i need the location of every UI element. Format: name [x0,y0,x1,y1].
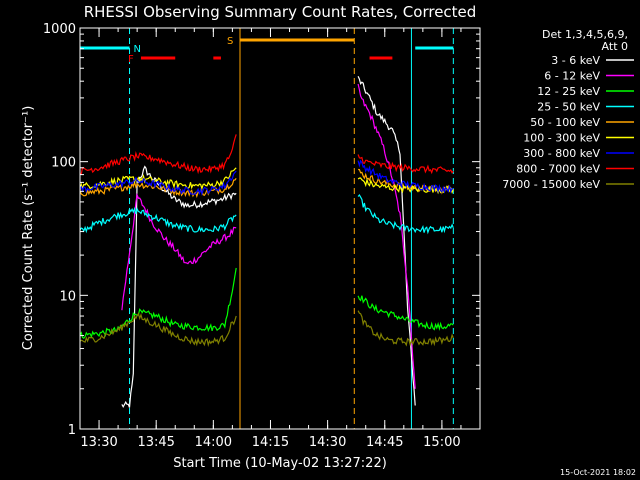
x-tick-label: 15:00 [423,435,460,450]
series-line-3-6-kev-1 [121,165,237,409]
flag-label-f: F [128,54,134,65]
y-axis-label: Corrected Count Rate (s⁻¹ detector⁻¹) [21,106,36,351]
x-tick-label: 14:00 [195,435,232,450]
series-line-6-12-kev-1 [121,192,237,311]
y-tick-label: 1000 [43,22,76,37]
plot-frame [79,27,481,430]
series-line-12-25-kev-2 [357,295,454,331]
series-line-25-50-kev-2 [357,193,454,235]
legend-label-6-12-kev: 6 - 12 keV [544,70,600,83]
series-line-3-6-kev-2 [357,76,416,406]
series-line-12-25-kev-1 [80,267,237,339]
series-line-300-800-kev-1 [80,170,237,196]
series-line-300-800-kev-2 [357,159,454,194]
x-axis-label: Start Time (10-May-02 13:27:22) [173,456,387,471]
series-line-800-7000-kev-2 [357,154,454,175]
x-tick-label: 14:15 [252,435,289,450]
series-line-6-12-kev-2 [357,83,416,389]
legend-label-25-50-kev: 25 - 50 keV [537,101,600,114]
legend-label-7000-15000-kev: 7000 - 15000 keV [502,178,600,191]
series-line-7000-15000-kev-1 [80,312,237,348]
series-line-100-300-kev-2 [357,177,454,195]
y-tick-label: 10 [59,289,76,304]
x-tick-label: 13:45 [137,435,174,450]
flag-label-s: S [227,36,233,47]
legend: Det 1,3,4,5,6,9,Att 03 - 6 keV 6 - 12 keV… [502,28,634,191]
legend-label-800-7000-kev: 800 - 7000 keV [516,163,600,176]
legend-header-line: Det 1,3,4,5,6,9, [542,28,628,41]
legend-label-300-800-kev: 300 - 800 keV [523,147,600,160]
x-tick-label: 14:30 [309,435,346,450]
y-tick-label: 100 [51,156,76,171]
legend-label-50-100-kev: 50 - 100 keV [530,116,600,129]
x-tick-label: 13:30 [80,435,117,450]
y-tick-label: 1 [68,423,76,438]
generation-timestamp: 15-Oct-2021 18:02 [560,468,636,477]
chart-title: RHESSI Observing Summary Count Rates, Co… [84,3,477,21]
series-line-7000-15000-kev-2 [357,310,454,347]
legend-label-100-300-kev: 100 - 300 keV [523,132,600,145]
legend-header-line: Att 0 [602,40,628,53]
legend-label-12-25-kev: 12 - 25 keV [537,85,600,98]
series-line-25-50-kev-1 [80,206,237,234]
x-tick-label: 14:45 [366,435,403,450]
series-line-800-7000-kev-1 [80,134,237,175]
flag-label-n: N [134,44,141,55]
legend-label-3-6-kev: 3 - 6 keV [551,54,600,67]
